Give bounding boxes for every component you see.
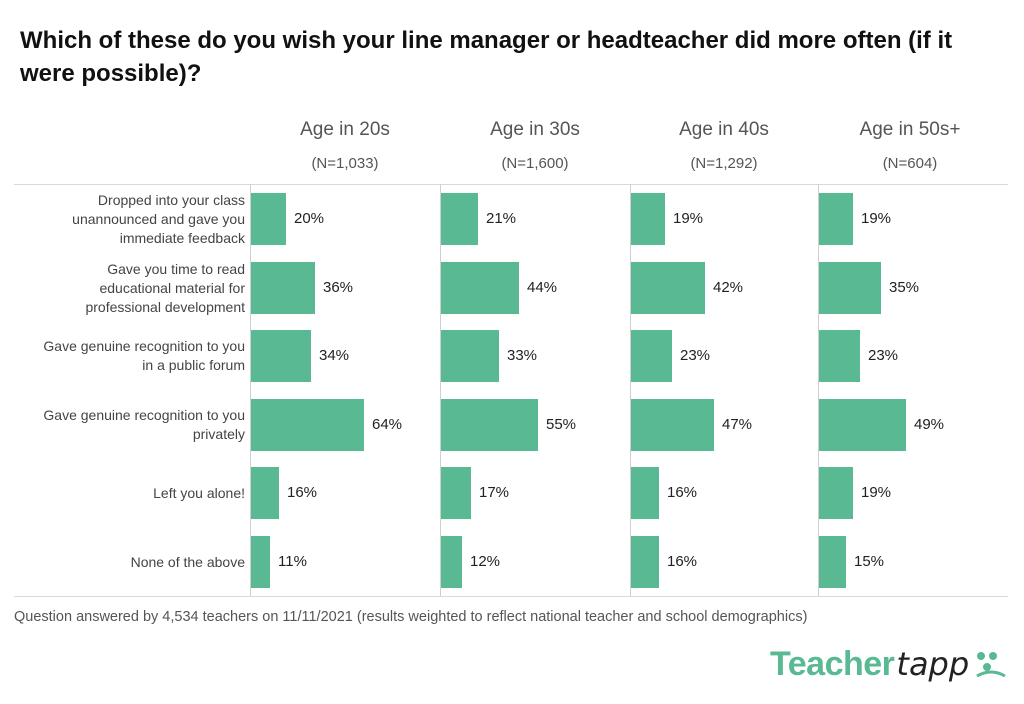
bar-value-label: 49% — [914, 416, 945, 433]
bar-value-label: 34% — [319, 347, 350, 364]
column-header-name: Age in 40s — [679, 119, 769, 140]
panel-axis-line — [250, 184, 251, 596]
row-label-line: Gave genuine recognition to you — [43, 338, 245, 354]
teachertapp-logo: Teacher tapp — [770, 640, 1009, 688]
row-label-line: Gave you time to read — [107, 260, 245, 277]
bar — [251, 467, 279, 519]
bar-value-label: 64% — [372, 416, 403, 433]
bar-value-label: 12% — [470, 553, 501, 570]
row-label-line: Left you alone! — [153, 484, 245, 501]
column-header: Age in 40s (N=1,292) — [624, 119, 824, 172]
bar — [441, 536, 462, 588]
chart-title: Which of these do you wish your line man… — [20, 27, 953, 87]
column-header: Age in 50s+ (N=604) — [810, 119, 1010, 172]
bar-value-label: 44% — [527, 279, 558, 296]
row-label-line: professional development — [85, 298, 245, 315]
row-label-line: privately — [192, 426, 245, 442]
row-label: Gave you time to read educational materia… — [14, 260, 245, 317]
bar-value-label: 20% — [294, 210, 325, 227]
bar — [251, 399, 364, 451]
row-label-line: in a public forum — [142, 357, 245, 373]
bar — [251, 330, 311, 382]
column-header: Age in 30s (N=1,600) — [435, 119, 635, 172]
column-header: Age in 20s (N=1,033) — [245, 119, 445, 172]
logo-dots-icon — [976, 652, 1006, 678]
bar — [631, 467, 659, 519]
footnote: Question answered by 4,534 teachers on 1… — [14, 609, 808, 625]
row-label: Left you alone! — [14, 484, 245, 503]
bar-value-label: 16% — [667, 484, 698, 501]
top-divider — [14, 184, 1008, 185]
bar — [819, 330, 860, 382]
bar — [441, 193, 478, 245]
bar-value-label: 19% — [673, 210, 704, 227]
panel-axis-line — [818, 184, 819, 596]
row-label-line: Dropped into your class — [97, 191, 245, 208]
bar-value-label: 17% — [479, 484, 510, 501]
bar-value-label: 23% — [680, 347, 711, 364]
bar — [251, 536, 270, 588]
panel-axis-line — [440, 184, 441, 596]
bar — [631, 330, 672, 382]
bar-value-label: 21% — [486, 210, 517, 227]
column-header-sample-size: (N=604) — [882, 155, 938, 172]
bar — [631, 193, 665, 245]
bar-value-label: 15% — [854, 553, 885, 570]
bar-value-label: 19% — [861, 210, 892, 227]
row-label-line: educational material for — [99, 279, 245, 296]
bar — [819, 467, 853, 519]
bottom-divider — [14, 596, 1008, 597]
row-label-line: immediate feedback — [119, 229, 245, 246]
bar — [441, 467, 471, 519]
bar — [819, 399, 906, 451]
column-header-name: Age in 30s — [490, 119, 580, 140]
bar-value-label: 16% — [667, 553, 698, 570]
panel-axis-line — [630, 184, 631, 596]
column-header-name: Age in 50s+ — [859, 119, 961, 140]
bar — [819, 262, 881, 314]
bar-value-label: 55% — [546, 416, 577, 433]
bar — [631, 262, 705, 314]
bar-value-label: 11% — [278, 553, 307, 570]
bar — [251, 193, 286, 245]
logo-main-text: Teacher — [770, 644, 895, 683]
row-label: None of the above — [14, 553, 245, 572]
column-header-sample-size: (N=1,292) — [690, 155, 758, 172]
bar-value-label: 33% — [507, 347, 538, 364]
bar-value-label: 23% — [868, 347, 899, 364]
bar — [251, 262, 315, 314]
logo-tail-text: tapp — [896, 645, 970, 683]
bar — [631, 536, 659, 588]
column-header-sample-size: (N=1,033) — [311, 155, 379, 172]
row-label-line: Gave genuine recognition to you — [43, 407, 245, 423]
bar — [819, 536, 846, 588]
row-label: Dropped into your class unannounced and g… — [14, 191, 245, 248]
bar-value-label: 42% — [713, 279, 744, 296]
bar — [441, 262, 519, 314]
row-label: Gave genuine recognition to you in a publ… — [14, 337, 245, 375]
row-label-line: None of the above — [130, 553, 245, 570]
bar — [631, 399, 714, 451]
bar-value-label: 47% — [722, 416, 753, 433]
bar — [441, 399, 538, 451]
bar-value-label: 35% — [889, 279, 920, 296]
column-header-name: Age in 20s — [300, 119, 390, 140]
bar — [441, 330, 499, 382]
bar — [819, 193, 853, 245]
bar-value-label: 19% — [861, 484, 892, 501]
bar-value-label: 16% — [287, 484, 318, 501]
column-header-sample-size: (N=1,600) — [501, 155, 569, 172]
row-label: Gave genuine recognition to you privately — [14, 406, 245, 444]
row-label-line: unannounced and gave you — [72, 210, 245, 227]
bar-value-label: 36% — [323, 279, 354, 296]
